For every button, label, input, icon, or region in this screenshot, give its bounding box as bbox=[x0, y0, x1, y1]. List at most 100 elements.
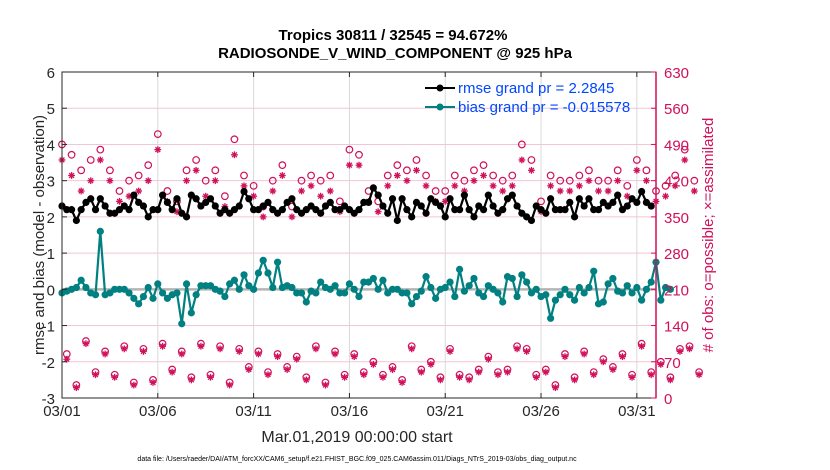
rmse-point bbox=[647, 202, 655, 210]
y-tick-label: 1 bbox=[47, 246, 55, 263]
y2-tick-label: 210 bbox=[664, 282, 689, 299]
obs-assimilated-marker bbox=[480, 172, 487, 179]
obs-assimilated-marker bbox=[417, 368, 425, 376]
obs-assimilated-marker bbox=[231, 151, 238, 159]
asterisk-stroke bbox=[63, 356, 70, 363]
asterisk-stroke bbox=[562, 353, 568, 360]
bias-point bbox=[494, 289, 502, 297]
bias-point bbox=[379, 276, 387, 284]
bias-point bbox=[178, 320, 186, 328]
asterisk-stroke bbox=[643, 177, 650, 184]
y2-tick-label: 0 bbox=[664, 391, 672, 408]
rmse-point bbox=[561, 206, 569, 214]
obs-possible-marker bbox=[192, 156, 201, 164]
obs-assimilated-marker bbox=[393, 172, 401, 179]
asterisk-stroke bbox=[677, 348, 683, 355]
asterisk-stroke bbox=[135, 188, 142, 194]
obs-possible-marker bbox=[585, 166, 593, 175]
bias-point bbox=[441, 283, 449, 292]
asterisk-stroke bbox=[107, 177, 113, 184]
asterisk-stroke bbox=[456, 374, 463, 381]
obs-assimilated-marker bbox=[398, 379, 406, 386]
asterisk-stroke bbox=[514, 346, 520, 352]
bias-point bbox=[139, 292, 148, 301]
rmse-point bbox=[403, 206, 411, 214]
obs-assimilated-marker bbox=[523, 348, 531, 355]
obs-assimilated-marker bbox=[681, 156, 689, 164]
bias-point bbox=[158, 289, 167, 297]
obs-assimilated-marker bbox=[130, 381, 138, 389]
bias-point bbox=[173, 289, 181, 297]
obs-assimilated-marker bbox=[207, 373, 214, 381]
rmse-point bbox=[609, 198, 617, 206]
rmse-point bbox=[614, 191, 622, 199]
rmse-point bbox=[398, 195, 406, 203]
y-tick-label: 3 bbox=[47, 174, 55, 191]
asterisk-stroke bbox=[178, 351, 185, 357]
obs-assimilated-marker bbox=[293, 355, 301, 363]
rmse-point bbox=[384, 209, 392, 217]
x-axis-ticks: 03/01 03/06 03/11 03/16 03/21 03/26 03/31 bbox=[43, 72, 656, 420]
obs-possible-marker bbox=[546, 171, 555, 180]
asterisk-stroke bbox=[399, 379, 405, 386]
obs-assimilated-marker bbox=[326, 187, 334, 195]
legend-bias-marker bbox=[436, 103, 444, 111]
obs-assimilated-marker bbox=[226, 381, 234, 389]
bias-point bbox=[288, 283, 296, 292]
asterisk-stroke bbox=[528, 167, 535, 174]
obs-possible-marker bbox=[613, 166, 622, 175]
asterisk-stroke bbox=[619, 353, 626, 360]
obs-possible-marker bbox=[182, 166, 191, 175]
asterisk-stroke bbox=[552, 384, 559, 391]
rmse-point bbox=[326, 198, 334, 206]
legend-rmse-label: rmse grand pr = 2.2845 bbox=[458, 80, 614, 97]
bias-point bbox=[609, 274, 617, 283]
obs-possible-marker bbox=[201, 176, 210, 185]
asterisk-stroke bbox=[624, 193, 631, 200]
rmse-point bbox=[393, 216, 401, 225]
obs-assimilated-marker bbox=[403, 177, 411, 185]
obs-possible-marker bbox=[134, 171, 143, 180]
obs-possible-marker bbox=[355, 150, 363, 159]
rmse-point bbox=[455, 206, 464, 214]
plot-frame bbox=[61, 71, 657, 399]
obs-assimilated-marker bbox=[235, 348, 243, 355]
asterisk-stroke bbox=[595, 188, 602, 194]
rmse-point bbox=[388, 195, 397, 203]
bias-point bbox=[374, 285, 382, 293]
obs-assimilated-marker bbox=[77, 187, 85, 195]
bias-point bbox=[240, 271, 248, 279]
obs-assimilated-marker bbox=[575, 182, 583, 190]
rmse-point bbox=[575, 195, 583, 203]
rmse-point bbox=[623, 202, 631, 210]
obs-assimilated-marker bbox=[508, 182, 516, 190]
asterisk-stroke bbox=[605, 188, 611, 194]
asterisk-stroke bbox=[116, 198, 123, 205]
obs-assimilated-marker bbox=[140, 348, 147, 355]
asterisk-stroke bbox=[279, 172, 286, 179]
obs-assimilated-marker bbox=[255, 350, 262, 358]
obs-assimilated-marker bbox=[269, 187, 277, 195]
y-tick-label: 0 bbox=[47, 282, 55, 299]
obs-possible-marker bbox=[153, 130, 162, 138]
bias-point bbox=[412, 292, 421, 301]
obs-count-markers bbox=[58, 130, 704, 392]
asterisk-stroke bbox=[696, 371, 702, 378]
bias-point bbox=[666, 285, 674, 293]
obs-assimilated-marker bbox=[451, 182, 459, 190]
bias-point bbox=[230, 276, 239, 284]
bias-point bbox=[369, 274, 377, 283]
rmse-point bbox=[240, 187, 248, 196]
asterisk-stroke bbox=[274, 353, 281, 360]
asterisk-stroke bbox=[236, 348, 243, 355]
rmse-point bbox=[369, 184, 377, 192]
obs-possible-marker bbox=[565, 176, 574, 185]
obs-assimilated-marker bbox=[135, 187, 143, 195]
obs-possible-marker bbox=[96, 145, 105, 154]
bias-line bbox=[61, 230, 671, 325]
obs-possible-marker bbox=[230, 135, 239, 144]
asterisk-stroke bbox=[686, 346, 693, 352]
asterisk-stroke bbox=[193, 167, 199, 174]
asterisk-stroke bbox=[231, 151, 238, 158]
asterisk-stroke bbox=[451, 183, 458, 189]
